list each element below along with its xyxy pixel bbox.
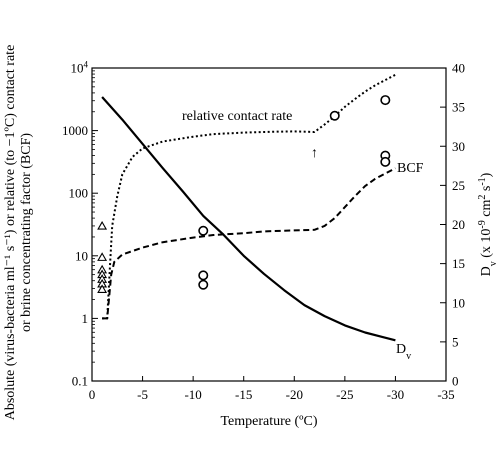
y-axis-left-label-line2: or brine concentrating factor (BCF) xyxy=(19,133,34,332)
y-right-tick-label: 35 xyxy=(452,100,465,115)
annotation-dv-sub: v xyxy=(406,351,411,362)
circle-marker xyxy=(329,110,340,121)
y-right-tick-label: 15 xyxy=(452,256,465,271)
x-tick-label: -5 xyxy=(137,387,148,402)
y-axis-right-label-rest: (x 10 xyxy=(479,229,494,262)
annotation-relative-contact-rate: relative contact rate xyxy=(182,109,292,124)
y-axis-right-label-exp3: -1 xyxy=(477,177,488,185)
annotation-arrow-up: ↑ xyxy=(311,146,318,161)
y-right-tick-label: 5 xyxy=(452,334,459,349)
x-tick-label: -30 xyxy=(387,387,404,402)
y-right-tick-label: 10 xyxy=(452,295,465,310)
y-axis-right-label-close: ) xyxy=(479,172,494,177)
annotation-dv-name: D xyxy=(396,342,406,357)
x-tick-label: -10 xyxy=(184,387,201,402)
series-line-dv xyxy=(101,96,396,342)
series-line-relative-contact-rate xyxy=(102,73,396,320)
y-right-tick-label: 20 xyxy=(452,217,465,232)
y-left-tick-label: 0.1 xyxy=(72,374,88,389)
y-axis-right-label-exp2: 2 xyxy=(477,195,488,200)
annotation-dv: Dv xyxy=(396,342,411,362)
y-axis-right-label: Dv (x 10-9 cm2 s-1) xyxy=(477,172,499,276)
y-left-tick-label: 10 xyxy=(75,248,88,263)
y-left-tick-label: 1000 xyxy=(62,123,88,138)
triangle-marker xyxy=(97,284,108,293)
triangle-marker xyxy=(97,252,108,261)
y-left-tick-label: 1 xyxy=(82,311,89,326)
x-tick-label: -25 xyxy=(336,387,353,402)
y-axis-right-label-units: cm xyxy=(479,200,494,221)
y-left-top-base: 10 xyxy=(71,61,84,76)
annotation-bcf: BCF xyxy=(397,161,424,176)
x-tick-label: -35 xyxy=(437,387,454,402)
y-axis-right-label-sub: v xyxy=(488,261,499,266)
series-line-bcf xyxy=(102,167,396,320)
circle-marker xyxy=(380,156,391,167)
x-tick-label: -20 xyxy=(286,387,303,402)
y-left-tick-label: 100 xyxy=(69,186,89,201)
y-axis-right-label-d: D xyxy=(479,266,494,276)
y-right-tick-label: 0 xyxy=(452,374,459,389)
y-right-tick-label: 25 xyxy=(452,178,465,193)
y-axis-right-label-exp: -9 xyxy=(477,220,488,228)
y-left-tick-label-top: 104 xyxy=(71,60,89,76)
y-axis-right-label-tail: s xyxy=(479,186,494,195)
x-tick-label: 0 xyxy=(89,387,96,402)
x-tick-label: -15 xyxy=(235,387,252,402)
triangle-marker xyxy=(97,220,108,230)
x-axis-label: Temperature (ºC) xyxy=(220,414,317,429)
y-right-tick-label: 30 xyxy=(452,139,465,154)
y-left-top-exp: 4 xyxy=(84,60,89,70)
circle-marker xyxy=(198,225,209,236)
circle-marker xyxy=(198,279,209,290)
circle-marker xyxy=(198,270,209,281)
circle-marker xyxy=(380,95,391,106)
y-axis-left-label-line1: Absolute (virus-bacteria ml⁻¹ s⁻¹) or re… xyxy=(3,45,18,421)
y-right-tick-label: 40 xyxy=(452,61,465,76)
